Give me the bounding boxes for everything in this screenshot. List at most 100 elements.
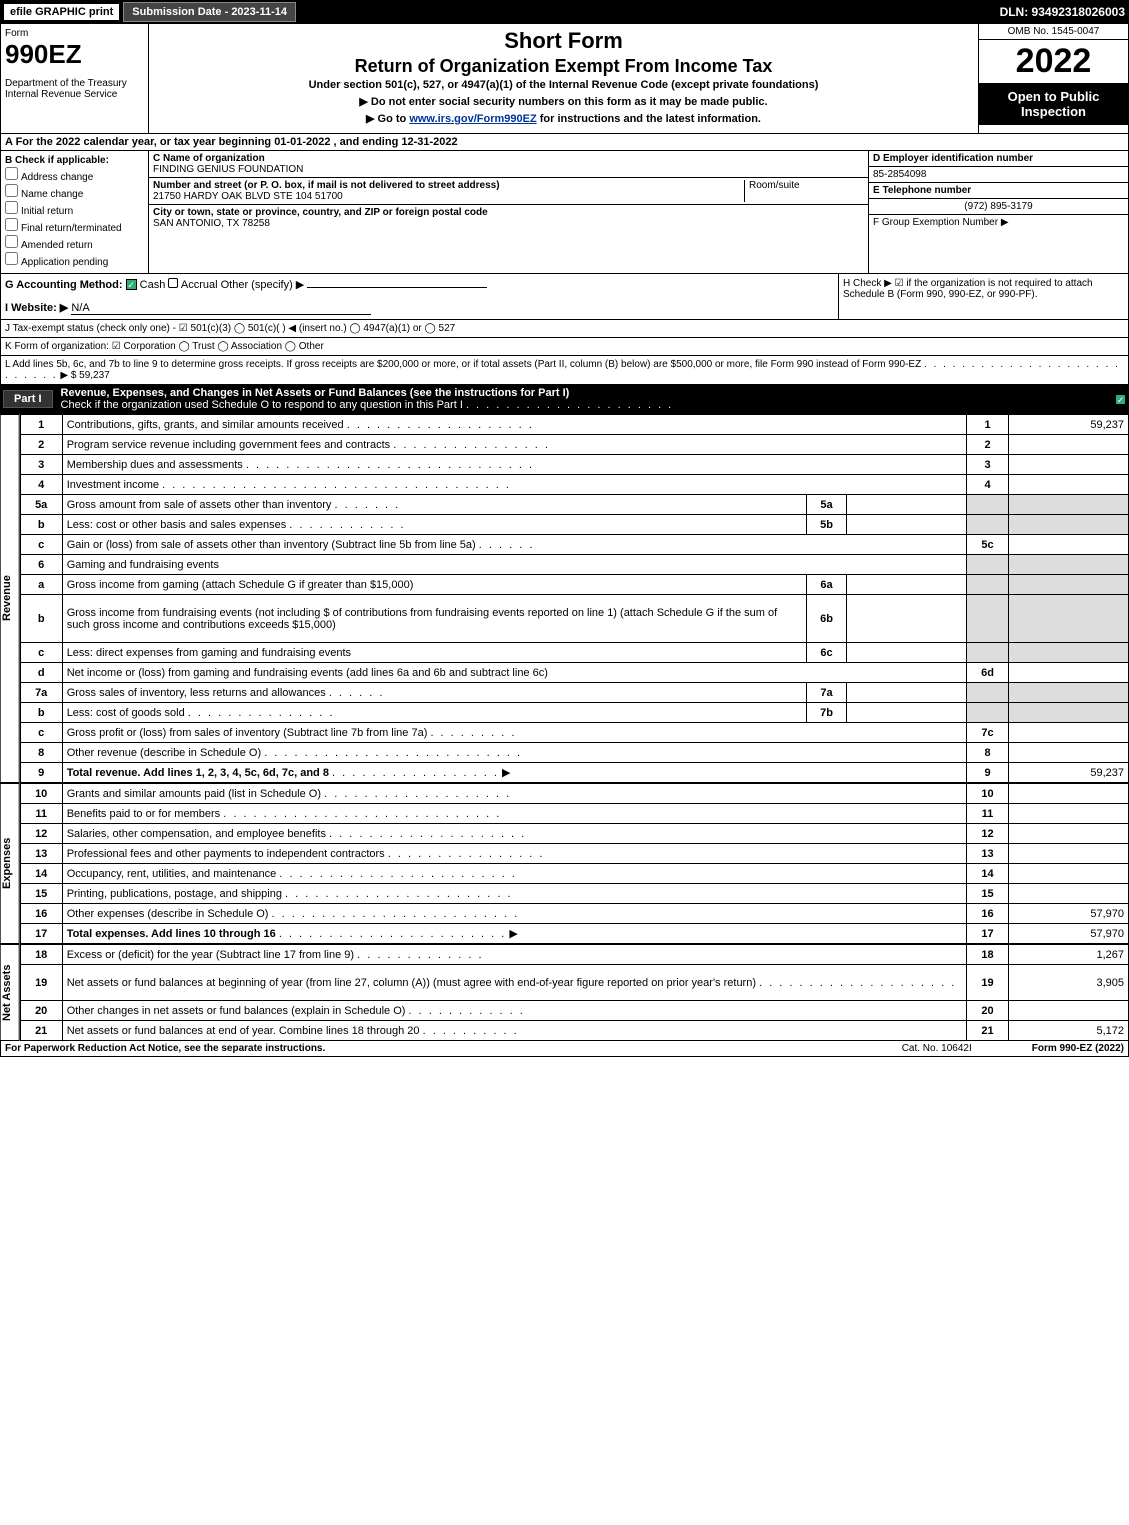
line-3: 3Membership dues and assessments . . . .… [20, 455, 1128, 475]
line-9: 9Total revenue. Add lines 1, 2, 3, 4, 5c… [20, 763, 1128, 783]
c-name-label: C Name of organization [153, 153, 864, 164]
ein-value: 85-2854098 [869, 167, 1128, 182]
line-5a: 5aGross amount from sale of assets other… [20, 495, 1128, 515]
netassets-table: 18Excess or (deficit) for the year (Subt… [20, 944, 1129, 1041]
part1-title: Revenue, Expenses, and Changes in Net As… [61, 387, 570, 399]
column-c: C Name of organization FINDING GENIUS FO… [149, 151, 868, 273]
form-title: Return of Organization Exempt From Incom… [157, 56, 970, 77]
footer-left: For Paperwork Reduction Act Notice, see … [5, 1043, 325, 1054]
line-2: 2Program service revenue including gover… [20, 435, 1128, 455]
i-label: I Website: ▶ [5, 302, 68, 314]
row-k: K Form of organization: ☑ Corporation ◯ … [0, 338, 1129, 356]
ein-label: D Employer identification number [869, 151, 1128, 167]
revenue-section: Revenue 1Contributions, gifts, grants, a… [0, 414, 1129, 783]
header-left: Form 990EZ Department of the Treasury In… [1, 24, 149, 133]
revenue-table: 1Contributions, gifts, grants, and simil… [20, 414, 1129, 783]
expenses-vert-label: Expenses [0, 783, 20, 944]
line-19: 19Net assets or fund balances at beginni… [20, 965, 1128, 1001]
check-final-return[interactable]: Final return/terminated [5, 218, 144, 234]
form-subtitle: Under section 501(c), 527, or 4947(a)(1)… [157, 79, 970, 91]
street-label: Number and street (or P. O. box, if mail… [153, 180, 744, 191]
netassets-vert-label: Net Assets [0, 944, 20, 1041]
line-11: 11Benefits paid to or for members . . . … [20, 804, 1128, 824]
bullet-post: for instructions and the latest informat… [537, 113, 761, 125]
footer-catno: Cat. No. 10642I [902, 1043, 972, 1054]
header-right: OMB No. 1545-0047 2022 Open to Public In… [978, 24, 1128, 133]
line-18: 18Excess or (deficit) for the year (Subt… [20, 945, 1128, 965]
check-address-change[interactable]: Address change [5, 167, 144, 183]
line-17: 17Total expenses. Add lines 10 through 1… [20, 924, 1128, 944]
line-7a: 7aGross sales of inventory, less returns… [20, 683, 1128, 703]
expenses-table: 10Grants and similar amounts paid (list … [20, 783, 1129, 944]
line-12: 12Salaries, other compensation, and empl… [20, 824, 1128, 844]
column-d: D Employer identification number 85-2854… [868, 151, 1128, 273]
bullet-pre: ▶ Go to [366, 113, 409, 125]
line-4: 4Investment income . . . . . . . . . . .… [20, 475, 1128, 495]
form-header: Form 990EZ Department of the Treasury In… [0, 24, 1129, 134]
irs-link[interactable]: www.irs.gov/Form990EZ [409, 113, 536, 125]
city-value: SAN ANTONIO, TX 78258 [153, 218, 864, 229]
part1-header: Part I Revenue, Expenses, and Changes in… [0, 385, 1129, 414]
form-number: 990EZ [5, 39, 144, 70]
dept-label: Department of the Treasury Internal Reve… [5, 78, 144, 100]
part1-label: Part I [3, 390, 53, 408]
street-value: 21750 HARDY OAK BLVD STE 104 51700 [153, 191, 744, 202]
line-6d: dNet income or (loss) from gaming and fu… [20, 663, 1128, 683]
check-amended[interactable]: Amended return [5, 235, 144, 251]
bullet-link: ▶ Go to www.irs.gov/Form990EZ for instru… [157, 112, 970, 125]
check-accrual-icon[interactable] [168, 278, 178, 288]
street-row: Number and street (or P. O. box, if mail… [149, 178, 868, 205]
check-name-change[interactable]: Name change [5, 184, 144, 200]
line-14: 14Occupancy, rent, utilities, and mainte… [20, 864, 1128, 884]
tel-label: E Telephone number [869, 182, 1128, 199]
tax-year: 2022 [979, 40, 1128, 83]
accounting-method: G Accounting Method: ✓ Cash Accrual Othe… [1, 274, 838, 319]
omb-number: OMB No. 1545-0047 [979, 24, 1128, 40]
check-cash-icon: ✓ [126, 279, 137, 290]
line-7b: bLess: cost of goods sold . . . . . . . … [20, 703, 1128, 723]
line-6a: aGross income from gaming (attach Schedu… [20, 575, 1128, 595]
footer-formno: Form 990-EZ (2022) [1032, 1043, 1124, 1054]
row-l: L Add lines 5b, 6c, and 7b to line 9 to … [0, 356, 1129, 385]
submission-date: Submission Date - 2023-11-14 [123, 2, 296, 22]
group-exemption: F Group Exemption Number ▶ [869, 214, 1128, 230]
section-bcd: B Check if applicable: Address change Na… [0, 151, 1129, 274]
city-label: City or town, state or province, country… [153, 207, 864, 218]
line-15: 15Printing, publications, postage, and s… [20, 884, 1128, 904]
tel-value: (972) 895-3179 [869, 199, 1128, 214]
revenue-vert-label: Revenue [0, 414, 20, 783]
top-bar: efile GRAPHIC print Submission Date - 20… [0, 0, 1129, 24]
website-value: N/A [71, 302, 89, 314]
line-6b: bGross income from fundraising events (n… [20, 595, 1128, 643]
line-1: 1Contributions, gifts, grants, and simil… [20, 415, 1128, 435]
check-initial-return[interactable]: Initial return [5, 201, 144, 217]
row-a-tax-year: A For the 2022 calendar year, or tax yea… [0, 134, 1129, 151]
g-label: G Accounting Method: [5, 279, 123, 291]
footer: For Paperwork Reduction Act Notice, see … [0, 1041, 1129, 1057]
line-10: 10Grants and similar amounts paid (list … [20, 784, 1128, 804]
form-word: Form [5, 28, 144, 39]
line-8: 8Other revenue (describe in Schedule O) … [20, 743, 1128, 763]
line-5c: cGain or (loss) from sale of assets othe… [20, 535, 1128, 555]
line-6c: cLess: direct expenses from gaming and f… [20, 643, 1128, 663]
city-row: City or town, state or province, country… [149, 205, 868, 231]
line-7c: cGross profit or (loss) from sales of in… [20, 723, 1128, 743]
expenses-section: Expenses 10Grants and similar amounts pa… [0, 783, 1129, 944]
line-5b: bLess: cost or other basis and sales exp… [20, 515, 1128, 535]
netassets-section: Net Assets 18Excess or (deficit) for the… [0, 944, 1129, 1041]
efile-label[interactable]: efile GRAPHIC print [4, 4, 119, 20]
org-name: FINDING GENIUS FOUNDATION [153, 164, 864, 175]
b-header: B Check if applicable: [5, 155, 144, 166]
row-j: J Tax-exempt status (check only one) - ☑… [0, 320, 1129, 338]
line-6: 6Gaming and fundraising events [20, 555, 1128, 575]
short-form-title: Short Form [157, 28, 970, 54]
org-name-row: C Name of organization FINDING GENIUS FO… [149, 151, 868, 178]
room-suite: Room/suite [744, 180, 864, 202]
h-schedule-b: H Check ▶ ☑ if the organization is not r… [838, 274, 1128, 319]
check-pending[interactable]: Application pending [5, 252, 144, 268]
line-13: 13Professional fees and other payments t… [20, 844, 1128, 864]
dln: DLN: 93492318026003 [1000, 5, 1125, 19]
part1-checkbox-icon[interactable]: ✓ [1115, 394, 1126, 405]
line-21: 21Net assets or fund balances at end of … [20, 1021, 1128, 1041]
open-inspection: Open to Public Inspection [979, 83, 1128, 125]
